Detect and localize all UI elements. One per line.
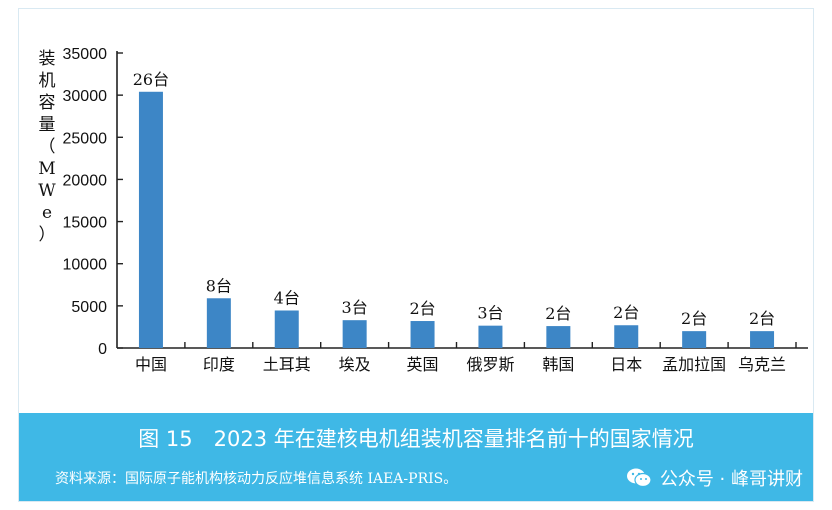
data-label: 2台 — [681, 309, 707, 328]
bar — [546, 326, 571, 348]
y-axis-label-char: W — [38, 181, 56, 201]
y-axis-label-char: 机 — [38, 71, 56, 91]
data-label: 2台 — [409, 299, 435, 318]
caption-banner: 图 15 2023 年在建核电机组装机容量排名前十的国家情况 资料来源：国际原子… — [19, 413, 813, 501]
category-label: 日本 — [610, 355, 642, 374]
bar — [342, 320, 367, 348]
data-label: 2台 — [613, 303, 639, 322]
data-label: 2台 — [749, 309, 775, 328]
y-axis-label-char: 量 — [38, 115, 56, 135]
data-label: 3台 — [477, 304, 503, 323]
y-tick-label: 0 — [98, 341, 107, 358]
bar — [138, 91, 163, 349]
category-label: 韩国 — [542, 355, 574, 374]
y-axis-label-char: ） — [38, 225, 56, 245]
data-label: 8台 — [206, 276, 232, 295]
bar — [410, 321, 435, 348]
y-axis-label-char: 容 — [38, 93, 56, 113]
bar-chart: 0 5000 10000 15000 20000 25000 30000 35000 26台中国… — [63, 46, 808, 374]
category-label: 俄罗斯 — [466, 355, 514, 374]
y-tick-label: 35000 — [63, 46, 108, 63]
data-label: 3台 — [342, 298, 368, 317]
bar — [274, 310, 299, 348]
bar — [206, 298, 231, 348]
category-label: 埃及 — [339, 355, 371, 374]
bar — [614, 325, 639, 348]
data-label: 2台 — [545, 304, 571, 323]
y-tick-label: 10000 — [63, 257, 108, 274]
y-axis-label-char: e — [41, 203, 53, 223]
category-label: 中国 — [135, 355, 167, 374]
data-label: 26台 — [133, 70, 169, 89]
y-tick-label: 15000 — [63, 215, 108, 232]
y-tick-label: 20000 — [63, 172, 108, 189]
y-tick-label: 30000 — [63, 88, 108, 105]
wechat-icon — [626, 468, 652, 488]
category-label: 印度 — [203, 355, 235, 374]
source-note: 资料来源：国际原子能机构核动力反应堆信息系统 IAEA-PRIS。 — [55, 471, 458, 487]
y-axis-label-char: 装 — [38, 49, 56, 69]
category-label: 孟加拉国 — [662, 355, 726, 374]
figure-caption: 图 15 2023 年在建核电机组装机容量排名前十的国家情况 — [138, 427, 694, 451]
y-axis-label-char: M — [38, 159, 56, 179]
category-label: 英国 — [407, 355, 439, 374]
watermark: 公众号 · 峰哥讲财 — [626, 465, 803, 491]
bar — [682, 331, 707, 348]
data-label: 4台 — [274, 288, 300, 307]
y-axis-label-char: （ — [38, 137, 56, 157]
y-tick-label: 25000 — [63, 130, 108, 147]
category-label: 土耳其 — [263, 355, 311, 374]
bar — [478, 325, 503, 348]
bar — [750, 331, 775, 348]
watermark-text: 公众号 · 峰哥讲财 — [659, 469, 803, 490]
y-tick-label: 5000 — [71, 299, 107, 316]
category-label: 乌克兰 — [738, 355, 786, 374]
